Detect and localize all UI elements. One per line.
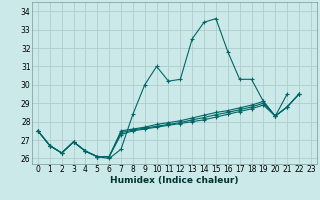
X-axis label: Humidex (Indice chaleur): Humidex (Indice chaleur) — [110, 176, 239, 185]
